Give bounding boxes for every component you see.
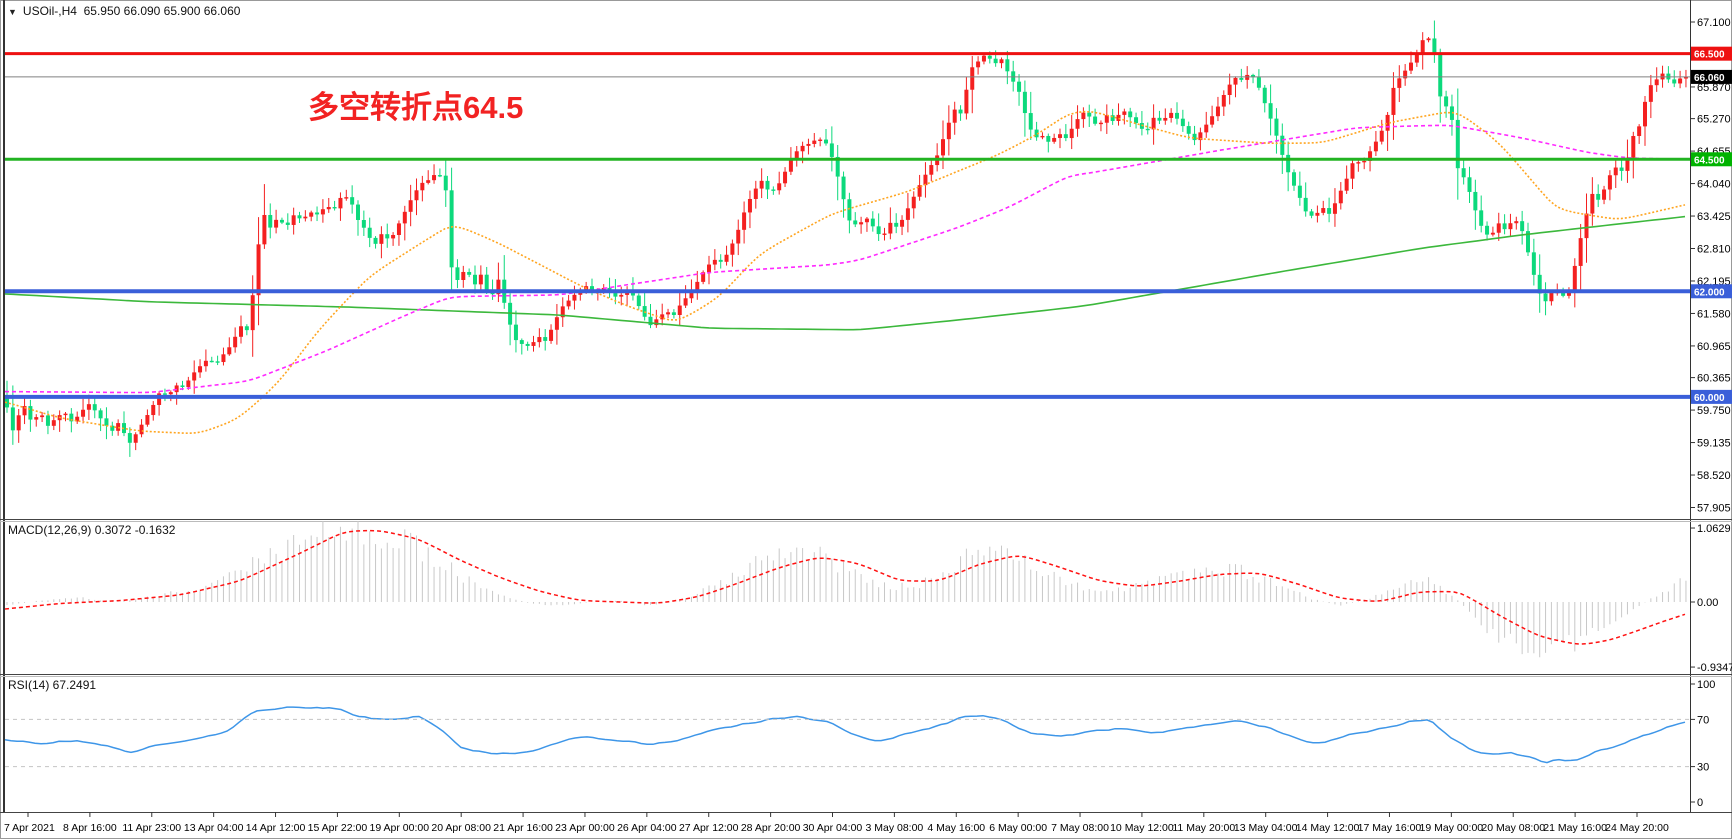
time-axis-label: 14 May 12:00	[1296, 822, 1360, 834]
time-axis-label: 20 Apr 08:00	[431, 822, 491, 834]
ohlc-values: 65.950 66.090 65.900 66.060	[83, 4, 241, 18]
price-badge-62.000	[1691, 284, 1732, 299]
time-axis-label: 4 May 16:00	[927, 822, 985, 834]
price-axis-label: 60.365	[1697, 373, 1731, 385]
time-axis-label: 8 Apr 16:00	[63, 822, 117, 834]
time-axis-label: 10 May 12:00	[1110, 822, 1174, 834]
price-axis-label: 60.965	[1697, 341, 1731, 353]
price-axis-label: 59.750	[1697, 405, 1731, 417]
svg-text:60.000: 60.000	[1694, 393, 1725, 404]
time-axis-label: 6 May 00:00	[989, 822, 1047, 834]
svg-text:66.060: 66.060	[1694, 73, 1725, 84]
price-axis-label: 65.270	[1697, 114, 1731, 126]
time-axis-label: 27 Apr 12:00	[679, 822, 739, 834]
pane-border	[0, 812, 1732, 813]
time-axis-label: 15 Apr 22:00	[308, 822, 368, 834]
time-axis-label: 11 Apr 23:00	[122, 822, 181, 834]
pane-border	[0, 521, 1732, 522]
rsi-axis-label: 100	[1697, 679, 1715, 691]
price-axis-label: 57.905	[1697, 502, 1731, 514]
chart-annotation-text: 多空转折点64.5	[308, 90, 524, 125]
time-axis-label: 21 May 16:00	[1543, 822, 1607, 834]
price-axis-label: 59.135	[1697, 438, 1731, 450]
rsi-axis-label: 0	[1697, 797, 1703, 809]
pane-border	[0, 519, 1732, 520]
price-axis-label: 63.425	[1697, 211, 1731, 223]
rsi-pane[interactable]	[5, 706, 1686, 764]
time-axis-label: 13 Apr 04:00	[184, 822, 244, 834]
time-axis-label: 14 Apr 12:00	[246, 822, 306, 834]
pane-border	[0, 0, 1732, 1]
macd-axis-label: -0.9347	[1697, 662, 1732, 674]
time-axis-label: 28 Apr 20:00	[741, 822, 801, 834]
price-axis-label: 65.870	[1697, 82, 1731, 94]
price-axis-label: 62.810	[1697, 244, 1731, 256]
pane-border	[3, 0, 5, 812]
price-badge-66.060	[1691, 69, 1732, 84]
price-axis-label: 64.040	[1697, 179, 1731, 191]
price-badge-66.500	[1691, 46, 1732, 61]
symbol-ohlc-header: ▼ USOil-,H4 65.950 66.090 65.900 66.060	[8, 4, 240, 18]
macd-axis-label: 0.00	[1697, 597, 1718, 609]
symbol-period-label: USOil-,H4	[22, 4, 77, 18]
price-badge-64.500	[1691, 152, 1732, 167]
time-axis-label: 20 May 08:00	[1481, 822, 1545, 834]
time-axis-label: 7 Apr 2021	[4, 822, 55, 834]
macd-axis-label: 1.0629	[1697, 523, 1731, 535]
time-axis-label: 7 May 08:00	[1051, 822, 1109, 834]
svg-text:62.000: 62.000	[1694, 287, 1725, 298]
price-axis-label: 67.100	[1697, 17, 1731, 29]
time-axis-label: 24 May 20:00	[1605, 822, 1669, 834]
rsi-axis-label: 30	[1697, 762, 1709, 774]
svg-text:64.500: 64.500	[1694, 155, 1725, 166]
rsi-indicator-label: RSI(14) 67.2491	[8, 678, 97, 692]
rsi-axis-label: 70	[1697, 714, 1709, 726]
macd-pane[interactable]	[5, 520, 1687, 658]
price-axis-label: 58.520	[1697, 470, 1731, 482]
price-badge-60.000	[1691, 389, 1732, 404]
time-axis-label: 30 Apr 04:00	[803, 822, 863, 834]
price-pane[interactable]	[5, 20, 1688, 457]
time-axis-label: 17 May 16:00	[1358, 822, 1422, 834]
symbol-dropdown-icon[interactable]: ▼	[8, 7, 17, 17]
macd-indicator-label: MACD(12,26,9) 0.3072 -0.1632	[8, 523, 176, 537]
time-axis-label: 21 Apr 16:00	[493, 822, 553, 834]
time-axis-label: 26 Apr 04:00	[617, 822, 677, 834]
pane-border	[0, 676, 1732, 677]
time-axis-label: 19 Apr 00:00	[370, 822, 430, 834]
pane-border	[0, 0, 1, 839]
time-axis-label: 13 May 04:00	[1234, 822, 1298, 834]
pane-border	[1690, 0, 1691, 812]
svg-text:66.500: 66.500	[1694, 50, 1725, 61]
time-axis-label: 3 May 08:00	[865, 822, 923, 834]
time-axis-label: 23 Apr 00:00	[555, 822, 615, 834]
pane-border	[0, 674, 1732, 675]
price-axis-label: 61.580	[1697, 308, 1731, 320]
time-axis-label: 11 May 20:00	[1172, 822, 1235, 834]
time-axis-label: 19 May 00:00	[1420, 822, 1484, 834]
